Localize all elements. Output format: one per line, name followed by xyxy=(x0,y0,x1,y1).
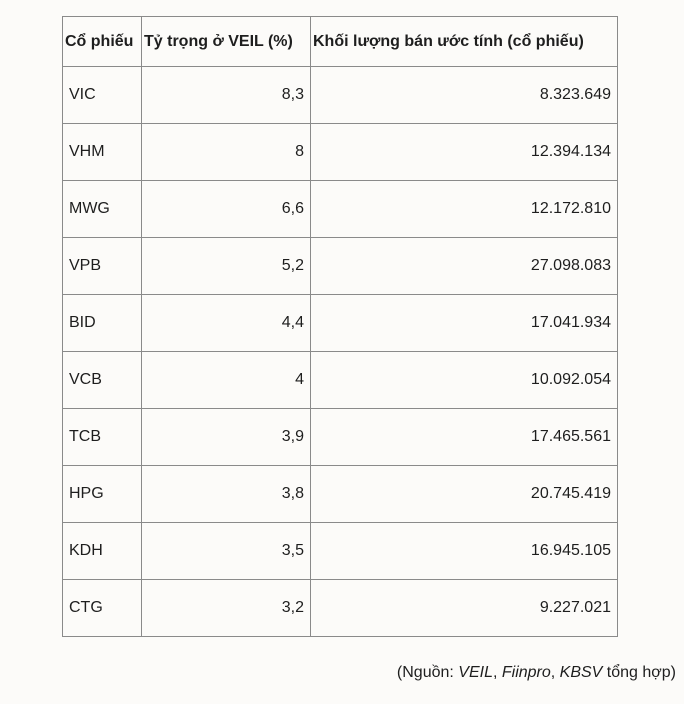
volume-cell: 8.323.649 xyxy=(310,66,618,124)
ticker-cell: VPB xyxy=(62,237,142,295)
stock-table: Cổ phiếu Tỷ trọng ở VEIL (%) Khối lượng … xyxy=(62,16,618,637)
table-row: VPB 5,2 27.098.083 xyxy=(62,237,618,295)
weight-cell: 4,4 xyxy=(141,294,311,352)
weight-cell: 4 xyxy=(141,351,311,409)
weight-cell: 8,3 xyxy=(141,66,311,124)
source-suffix: tổng hợp) xyxy=(602,664,676,681)
table-row: CTG 3,2 9.227.021 xyxy=(62,579,618,637)
source-prefix: (Nguồn: xyxy=(396,664,459,681)
ticker-cell: TCB xyxy=(62,408,142,466)
table-row: VIC 8,3 8.323.649 xyxy=(62,66,618,124)
table-row: TCB 3,9 17.465.561 xyxy=(62,408,618,466)
table-row: BID 4,4 17.041.934 xyxy=(62,294,618,352)
table-row: HPG 3,8 20.745.419 xyxy=(62,465,618,523)
source-note: (Nguồn: VEIL, Fiinpro, KBSV tổng hợp) xyxy=(397,664,676,682)
ticker-cell: VHM xyxy=(62,123,142,181)
weight-cell: 3,8 xyxy=(141,465,311,523)
volume-cell: 17.041.934 xyxy=(310,294,618,352)
weight-cell: 3,2 xyxy=(141,579,311,637)
volume-cell: 27.098.083 xyxy=(310,237,618,295)
ticker-cell: VCB xyxy=(62,351,142,409)
header-volume: Khối lượng bán ước tính (cổ phiếu) xyxy=(310,16,618,67)
weight-cell: 6,6 xyxy=(141,180,311,238)
source-sep-1: , xyxy=(492,664,502,681)
table-row: MWG 6,6 12.172.810 xyxy=(62,180,618,238)
volume-cell: 12.394.134 xyxy=(310,123,618,181)
weight-cell: 8 xyxy=(141,123,311,181)
weight-cell: 3,9 xyxy=(141,408,311,466)
table-header-row: Cổ phiếu Tỷ trọng ở VEIL (%) Khối lượng … xyxy=(62,16,618,67)
volume-cell: 17.465.561 xyxy=(310,408,618,466)
source-veil: VEIL xyxy=(458,664,493,681)
ticker-cell: CTG xyxy=(62,579,142,637)
ticker-cell: HPG xyxy=(62,465,142,523)
source-kbsv: KBSV xyxy=(559,664,603,681)
volume-cell: 9.227.021 xyxy=(310,579,618,637)
ticker-cell: MWG xyxy=(62,180,142,238)
source-fiinpro: Fiinpro xyxy=(501,664,551,681)
volume-cell: 16.945.105 xyxy=(310,522,618,580)
table-body: VIC 8,3 8.323.649 VHM 8 12.394.134 MWG 6,6 12.17… xyxy=(62,66,618,637)
table-row: KDH 3,5 16.945.105 xyxy=(62,522,618,580)
table-row: VCB 4 10.092.054 xyxy=(62,351,618,409)
table-row: VHM 8 12.394.134 xyxy=(62,123,618,181)
ticker-cell: VIC xyxy=(62,66,142,124)
weight-cell: 5,2 xyxy=(141,237,311,295)
header-ticker: Cổ phiếu xyxy=(62,16,142,67)
header-weight: Tỷ trọng ở VEIL (%) xyxy=(141,16,311,67)
weight-cell: 3,5 xyxy=(141,522,311,580)
volume-cell: 10.092.054 xyxy=(310,351,618,409)
volume-cell: 12.172.810 xyxy=(310,180,618,238)
ticker-cell: BID xyxy=(62,294,142,352)
ticker-cell: KDH xyxy=(62,522,142,580)
volume-cell: 20.745.419 xyxy=(310,465,618,523)
source-sep-2: , xyxy=(550,664,560,681)
